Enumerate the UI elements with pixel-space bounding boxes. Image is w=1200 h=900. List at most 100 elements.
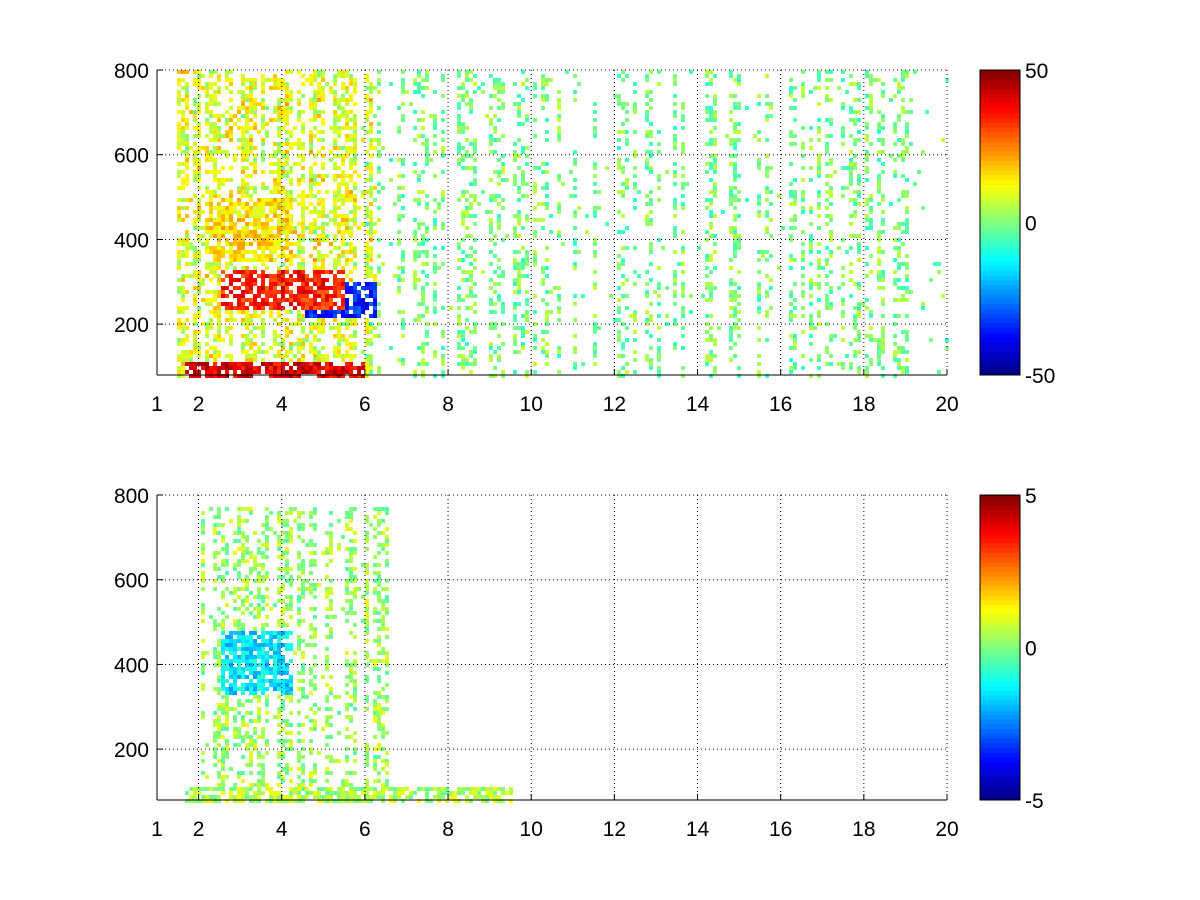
heatmap-cell <box>333 138 337 142</box>
heatmap-cell <box>209 234 213 238</box>
heatmap-cell <box>733 290 737 294</box>
heatmap-cell <box>293 162 297 166</box>
colorbar-segment <box>980 360 1020 366</box>
heatmap-cell <box>229 190 233 194</box>
heatmap-cell <box>841 70 845 74</box>
heatmap-cell <box>285 158 289 162</box>
colorbar-segment <box>980 284 1020 290</box>
heatmap-cell <box>849 342 853 346</box>
heatmap-cell <box>269 314 273 318</box>
heatmap-cell <box>229 274 233 278</box>
colorbar-tick-label: 50 <box>1025 60 1048 83</box>
heatmap-cell <box>177 342 181 346</box>
heatmap-cell <box>325 238 329 242</box>
heatmap-cell <box>345 98 349 102</box>
heatmap-cell <box>281 186 285 190</box>
heatmap-cell <box>201 551 205 555</box>
heatmap-cell <box>373 274 377 278</box>
heatmap-cell <box>865 306 869 310</box>
heatmap-cell <box>557 174 561 178</box>
heatmap-cell <box>789 90 793 94</box>
heatmap-cell <box>433 198 437 202</box>
heatmap-cell <box>237 627 241 631</box>
heatmap-cell <box>189 146 193 150</box>
heatmap-cell <box>185 338 189 342</box>
heatmap-cell <box>217 687 221 691</box>
heatmap-cell <box>185 122 189 126</box>
heatmap-cell <box>209 290 213 294</box>
x-tick-label: 8 <box>442 393 454 416</box>
heatmap-cell <box>277 647 281 651</box>
heatmap-cell <box>829 194 833 198</box>
heatmap-cell <box>261 182 265 186</box>
heatmap-cell <box>365 118 369 122</box>
heatmap-cell <box>293 298 297 302</box>
heatmap-cell <box>305 334 309 338</box>
heatmap-cell <box>181 162 185 166</box>
heatmap-cell <box>213 719 217 723</box>
heatmap-cell <box>801 210 805 214</box>
heatmap-cell <box>301 290 305 294</box>
heatmap-cell <box>461 298 465 302</box>
heatmap-cell <box>297 639 301 643</box>
heatmap-cell <box>257 206 261 210</box>
heatmap-cell <box>257 679 261 683</box>
heatmap-cell <box>233 607 237 611</box>
heatmap-cell <box>269 527 273 531</box>
heatmap-cell <box>273 118 277 122</box>
heatmap-cell <box>217 118 221 122</box>
heatmap-cell <box>329 370 333 374</box>
colorbar-segment <box>980 336 1020 343</box>
heatmap-cell <box>197 74 201 78</box>
heatmap-cell <box>197 122 201 126</box>
heatmap-cell <box>533 190 537 194</box>
heatmap-cell <box>433 126 437 130</box>
heatmap-cell <box>285 86 289 90</box>
heatmap-cell <box>297 711 301 715</box>
colorbar-segment <box>980 155 1020 162</box>
heatmap-cell <box>313 102 317 106</box>
heatmap-cell <box>225 723 229 727</box>
heatmap-cell <box>465 150 469 154</box>
heatmap-cell <box>425 70 429 74</box>
heatmap-cell <box>457 118 461 122</box>
heatmap-cell <box>469 294 473 298</box>
heatmap-cell <box>285 667 289 671</box>
heatmap-cell <box>857 286 861 290</box>
heatmap-cell <box>261 655 265 659</box>
heatmap-cell <box>217 306 221 310</box>
heatmap-cell <box>209 138 213 142</box>
heatmap-cell <box>297 607 301 611</box>
heatmap-cell <box>253 567 257 571</box>
heatmap-cell <box>425 262 429 266</box>
heatmap-cell <box>849 158 853 162</box>
colorbar-segment <box>980 151 1020 157</box>
heatmap-cell <box>205 226 209 230</box>
heatmap-cell <box>353 334 357 338</box>
heatmap-cell <box>277 142 281 146</box>
heatmap-cell <box>489 302 493 306</box>
heatmap-cell <box>617 286 621 290</box>
heatmap-cell <box>257 687 261 691</box>
heatmap-cell <box>457 102 461 106</box>
heatmap-cell <box>185 230 189 234</box>
heatmap-cell <box>261 238 265 242</box>
heatmap-cell <box>349 146 353 150</box>
heatmap-cell <box>237 703 241 707</box>
heatmap-cell <box>301 246 305 250</box>
heatmap-cell <box>705 358 709 362</box>
heatmap-cell <box>829 238 833 242</box>
heatmap-cell <box>285 771 289 775</box>
heatmap-cell <box>281 631 285 635</box>
heatmap-cell <box>729 290 733 294</box>
heatmap-cell <box>901 106 905 110</box>
heatmap-cell <box>793 134 797 138</box>
heatmap-cell <box>493 130 497 134</box>
heatmap-cell <box>801 258 805 262</box>
heatmap-cell <box>301 202 305 206</box>
heatmap-cell <box>301 567 305 571</box>
heatmap-cell <box>289 711 293 715</box>
heatmap-cell <box>869 326 873 330</box>
heatmap-cell <box>733 94 737 98</box>
heatmap-cell <box>217 675 221 679</box>
